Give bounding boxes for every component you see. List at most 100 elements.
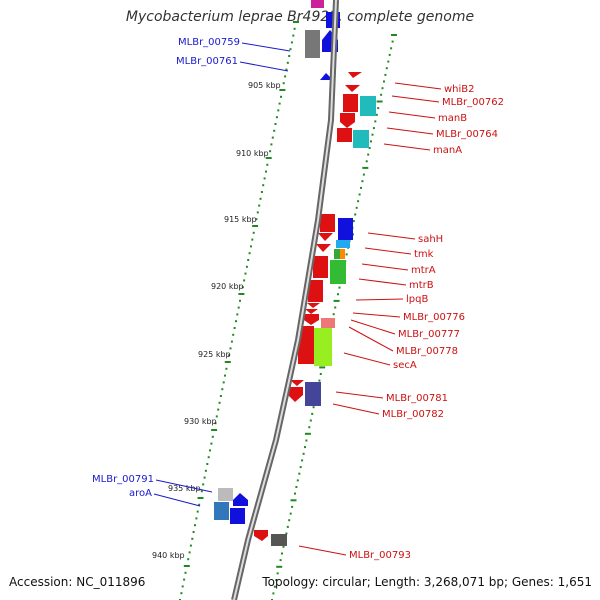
scale-labels: 905 kbp 910 kbp 915 kbp 920 kbp 925 kbp 930 k… bbox=[152, 81, 281, 560]
minor-tick bbox=[360, 186, 362, 189]
major-tick bbox=[265, 157, 272, 159]
minor-tick bbox=[308, 426, 311, 429]
gene-block-pink bbox=[321, 318, 335, 328]
scale-label: 905 kbp bbox=[248, 81, 281, 90]
leader-line bbox=[358, 278, 407, 286]
leader-line bbox=[383, 143, 431, 151]
minor-tick bbox=[285, 68, 288, 71]
gene-arrow-reverse bbox=[288, 387, 303, 402]
minor-tick bbox=[269, 150, 272, 153]
leader-line bbox=[155, 479, 213, 493]
genome-backbone bbox=[231, 0, 339, 600]
minor-tick bbox=[196, 510, 199, 513]
minor-tick bbox=[284, 75, 287, 78]
minor-tick bbox=[383, 80, 385, 83]
minor-tick bbox=[290, 41, 293, 44]
minor-tick bbox=[273, 585, 276, 588]
minor-tick bbox=[191, 537, 194, 540]
gene-label: mtrB bbox=[409, 280, 434, 291]
minor-tick bbox=[289, 48, 292, 51]
gene-label: manA bbox=[433, 145, 462, 156]
gene-block-red bbox=[320, 214, 335, 232]
minor-tick bbox=[319, 373, 322, 375]
scale-label: 935 kbp bbox=[168, 484, 201, 493]
minor-tick bbox=[232, 333, 235, 336]
minor-tick bbox=[302, 452, 305, 455]
minor-tick bbox=[229, 347, 232, 350]
gene-label: aroA bbox=[129, 488, 152, 499]
minor-tick bbox=[207, 456, 210, 459]
minor-tick bbox=[358, 193, 361, 196]
minor-tick bbox=[189, 544, 192, 547]
minor-tick bbox=[361, 180, 364, 183]
minor-tick bbox=[387, 60, 390, 63]
major-tick bbox=[376, 100, 383, 103]
minor-tick bbox=[184, 571, 187, 574]
minor-tick bbox=[274, 123, 277, 125]
minor-tick bbox=[296, 479, 299, 482]
leader-line bbox=[355, 298, 404, 301]
label-leader-lines bbox=[153, 42, 442, 556]
gene-block-red bbox=[343, 94, 358, 112]
minor-tick bbox=[256, 211, 259, 214]
major-tick bbox=[197, 497, 204, 499]
minor-tick bbox=[217, 408, 220, 411]
minor-tick bbox=[272, 592, 275, 595]
minor-tick bbox=[258, 204, 261, 207]
minor-tick bbox=[357, 200, 360, 203]
minor-tick bbox=[293, 27, 296, 30]
major-tick bbox=[252, 225, 259, 227]
minor-tick bbox=[304, 446, 306, 449]
gene-label: MLBr_00793 bbox=[349, 550, 411, 561]
minor-tick bbox=[236, 313, 239, 316]
minor-tick bbox=[188, 551, 191, 554]
minor-tick bbox=[338, 286, 341, 289]
minor-tick bbox=[381, 87, 384, 90]
gene-block-lightblue bbox=[336, 240, 350, 248]
minor-tick bbox=[259, 197, 262, 200]
minor-tick bbox=[194, 524, 196, 527]
minor-tick bbox=[385, 67, 388, 70]
leader-line bbox=[367, 232, 416, 240]
minor-tick bbox=[224, 374, 226, 377]
gene-block-steelblue bbox=[214, 502, 229, 520]
minor-tick bbox=[279, 559, 282, 562]
gene-arrow-reverse bbox=[254, 530, 268, 541]
minor-tick bbox=[198, 503, 201, 506]
gene-block-blue bbox=[338, 218, 353, 240]
minor-tick bbox=[183, 578, 186, 581]
minor-tick bbox=[200, 490, 203, 493]
genome-summary-text: Topology: circular; Length: 3,268,071 bp… bbox=[262, 575, 592, 589]
minor-tick bbox=[371, 133, 374, 136]
minor-tick bbox=[252, 231, 255, 234]
minor-tick bbox=[275, 579, 278, 582]
minor-tick bbox=[286, 525, 289, 528]
minor-tick bbox=[228, 354, 231, 357]
minor-tick bbox=[219, 395, 222, 397]
scale-label: 940 kbp bbox=[152, 551, 185, 560]
minor-tick bbox=[276, 572, 279, 575]
gene-label: MLBr_00776 bbox=[403, 312, 465, 323]
minor-tick bbox=[206, 463, 209, 465]
genome-title: Mycobacterium leprae Br4923, complete ge… bbox=[125, 9, 475, 25]
minor-tick bbox=[312, 406, 315, 409]
minor-tick bbox=[262, 184, 265, 187]
gene-label: MLBr_00778 bbox=[396, 346, 458, 357]
minor-tick bbox=[204, 469, 207, 472]
gene-label: MLBr_00764 bbox=[436, 129, 498, 140]
gene-block-lime bbox=[314, 328, 332, 366]
minor-tick bbox=[244, 272, 247, 275]
gene-block-red bbox=[308, 280, 323, 302]
leader-line bbox=[388, 111, 436, 119]
gene-arrow-reverse bbox=[316, 244, 331, 252]
minor-tick bbox=[275, 116, 278, 119]
major-tick bbox=[238, 293, 245, 295]
gene-block-red bbox=[337, 128, 352, 142]
gene-label: MLBr_00781 bbox=[386, 393, 448, 404]
gene-label: sahH bbox=[418, 234, 443, 245]
minor-tick bbox=[195, 517, 198, 520]
minor-tick bbox=[278, 102, 281, 105]
minor-tick bbox=[375, 113, 378, 116]
gene-label: manB bbox=[438, 113, 467, 124]
